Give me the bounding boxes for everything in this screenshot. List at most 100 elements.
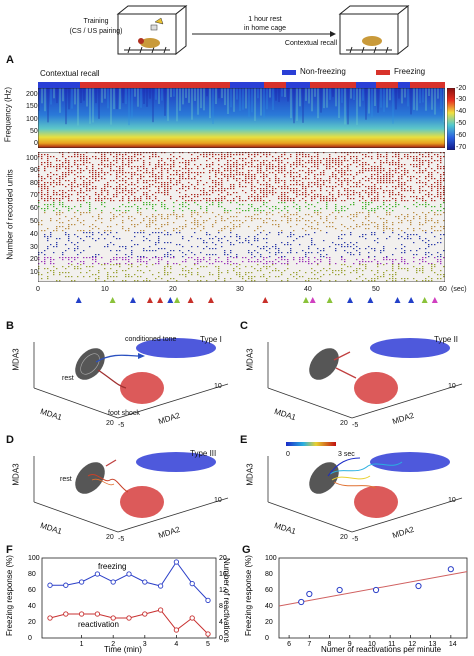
panelB-shock: foot shock bbox=[108, 410, 140, 417]
legend-freezing-swatch bbox=[376, 70, 390, 75]
event-marker bbox=[309, 297, 316, 303]
raster-ytick-100: 100 bbox=[26, 155, 38, 162]
a-xtick-40: 40 bbox=[304, 286, 312, 293]
panelF-y2tick: 4 bbox=[219, 619, 223, 626]
raster-ylabel: Number of recorded units bbox=[5, 169, 15, 260]
panelB-ytick-1: 10 bbox=[214, 383, 222, 390]
raster-ytick-50: 50 bbox=[30, 218, 38, 225]
spec-ytick-150: 150 bbox=[26, 103, 38, 110]
panelD-xtick-1: -5 bbox=[118, 536, 125, 543]
fit-line bbox=[278, 571, 468, 607]
panelG-xtick: 13 bbox=[429, 641, 437, 648]
panelG-xtick: 14 bbox=[449, 641, 457, 648]
reactivation-point bbox=[78, 611, 85, 617]
panelG-ytick: 40 bbox=[265, 603, 273, 610]
schematic-training: Training bbox=[83, 18, 109, 25]
panelG-ytick: 0 bbox=[265, 635, 269, 642]
raster-ytick-10: 10 bbox=[30, 269, 38, 276]
colorbar bbox=[447, 88, 455, 150]
panelB-xtick-1: -5 bbox=[118, 422, 125, 429]
event-marker bbox=[421, 297, 428, 303]
a-xtick-60: 60 bbox=[439, 286, 447, 293]
panel-label-b: B bbox=[6, 320, 14, 332]
reactivation-point bbox=[142, 611, 148, 617]
panelB-xtick-0: 20 bbox=[106, 420, 114, 427]
event-marker bbox=[207, 297, 214, 303]
spec-ytick-200: 200 bbox=[26, 91, 38, 98]
raster-ytick-90: 90 bbox=[30, 167, 38, 174]
panelD-ytick-1: 10 bbox=[214, 497, 222, 504]
panelF-ytick: 40 bbox=[28, 603, 36, 610]
panelG-frame bbox=[278, 557, 468, 639]
schematic-rest-line1: 1 hour rest bbox=[248, 16, 282, 23]
cbar-tick-0: -20 bbox=[456, 85, 467, 92]
panelE-colorbar bbox=[286, 442, 336, 446]
panelC-ytick-1: 10 bbox=[448, 383, 456, 390]
raster bbox=[38, 152, 445, 282]
state-bar bbox=[38, 82, 445, 88]
freezing-point bbox=[94, 571, 101, 577]
reactivation-point bbox=[189, 615, 195, 621]
cbar-tick-2: -40 bbox=[456, 108, 467, 115]
panel-label-e: E bbox=[240, 434, 248, 446]
panelG-xtick: 6 bbox=[287, 641, 291, 648]
panel-label-c: C bbox=[240, 320, 248, 332]
panelD-3d bbox=[33, 452, 229, 533]
schematic-recall: Contextual recall bbox=[284, 40, 338, 47]
event-marker bbox=[75, 297, 82, 303]
panelF-y2tick: 8 bbox=[219, 603, 223, 610]
panelF-y2label: Number of reactivations bbox=[222, 558, 231, 642]
schematic bbox=[116, 4, 410, 56]
event-marker bbox=[347, 297, 354, 303]
reactivation-point bbox=[205, 631, 211, 637]
reactivation-series-label: reactivation bbox=[78, 620, 119, 629]
panelF-xtick: 4 bbox=[174, 641, 178, 648]
event-marker bbox=[262, 297, 269, 303]
panelF-y2tick: 12 bbox=[219, 587, 227, 594]
panelG-ytick: 20 bbox=[265, 619, 273, 626]
cbar-tick-4: -60 bbox=[456, 132, 467, 139]
panelD-xtick-0: 20 bbox=[106, 534, 114, 541]
panelG-ytick: 60 bbox=[265, 587, 273, 594]
reactivation-point bbox=[63, 611, 69, 617]
scatter-point bbox=[298, 598, 305, 606]
freezing-point bbox=[157, 583, 164, 589]
freezing-point bbox=[173, 559, 180, 565]
reactivation-series-line bbox=[49, 609, 209, 635]
reactivation-point bbox=[47, 615, 53, 621]
recall-box bbox=[338, 4, 410, 56]
panelC-xtick-0: 20 bbox=[340, 420, 348, 427]
panelF-ytick: 0 bbox=[28, 635, 32, 642]
panelF-ytick: 100 bbox=[28, 555, 40, 562]
panelG-xtick: 9 bbox=[348, 641, 352, 648]
panelE-xtick-0: 20 bbox=[340, 534, 348, 541]
freezing-point bbox=[126, 571, 132, 577]
raster-ytick-30: 30 bbox=[30, 244, 38, 251]
panelG-xtick: 8 bbox=[328, 641, 332, 648]
event-marker bbox=[408, 297, 415, 303]
event-marker bbox=[109, 297, 116, 303]
panelC-xtick-1: -5 bbox=[352, 422, 359, 429]
event-marker bbox=[367, 297, 374, 303]
scatter-point bbox=[336, 586, 343, 594]
freezing-point bbox=[78, 579, 85, 585]
scatter-point bbox=[415, 582, 422, 590]
spectrogram bbox=[38, 88, 445, 148]
panelB-tone: conditioned tone bbox=[125, 336, 177, 343]
cbar-tick-5: -70 bbox=[456, 144, 467, 151]
panelD-type: Type III bbox=[190, 449, 217, 458]
raster-ytick-70: 70 bbox=[30, 192, 38, 199]
reactivation-point bbox=[126, 615, 132, 621]
panel-label-d: D bbox=[6, 434, 14, 446]
panelB-zlabel: MDA3 bbox=[11, 348, 21, 371]
panelG-xtick: 12 bbox=[408, 641, 416, 648]
a-xtick-20: 20 bbox=[169, 286, 177, 293]
reactivation-point bbox=[173, 627, 180, 633]
panelF-ytick: 20 bbox=[28, 619, 36, 626]
panelE-cbar-end: 3 sec bbox=[338, 451, 355, 458]
panelB-rest: rest bbox=[62, 375, 74, 382]
panelF-ylabel: Freezing response (%) bbox=[5, 555, 14, 636]
freezing-point bbox=[142, 579, 148, 585]
event-marker bbox=[326, 297, 333, 303]
panelG-xtick: 10 bbox=[368, 641, 376, 648]
